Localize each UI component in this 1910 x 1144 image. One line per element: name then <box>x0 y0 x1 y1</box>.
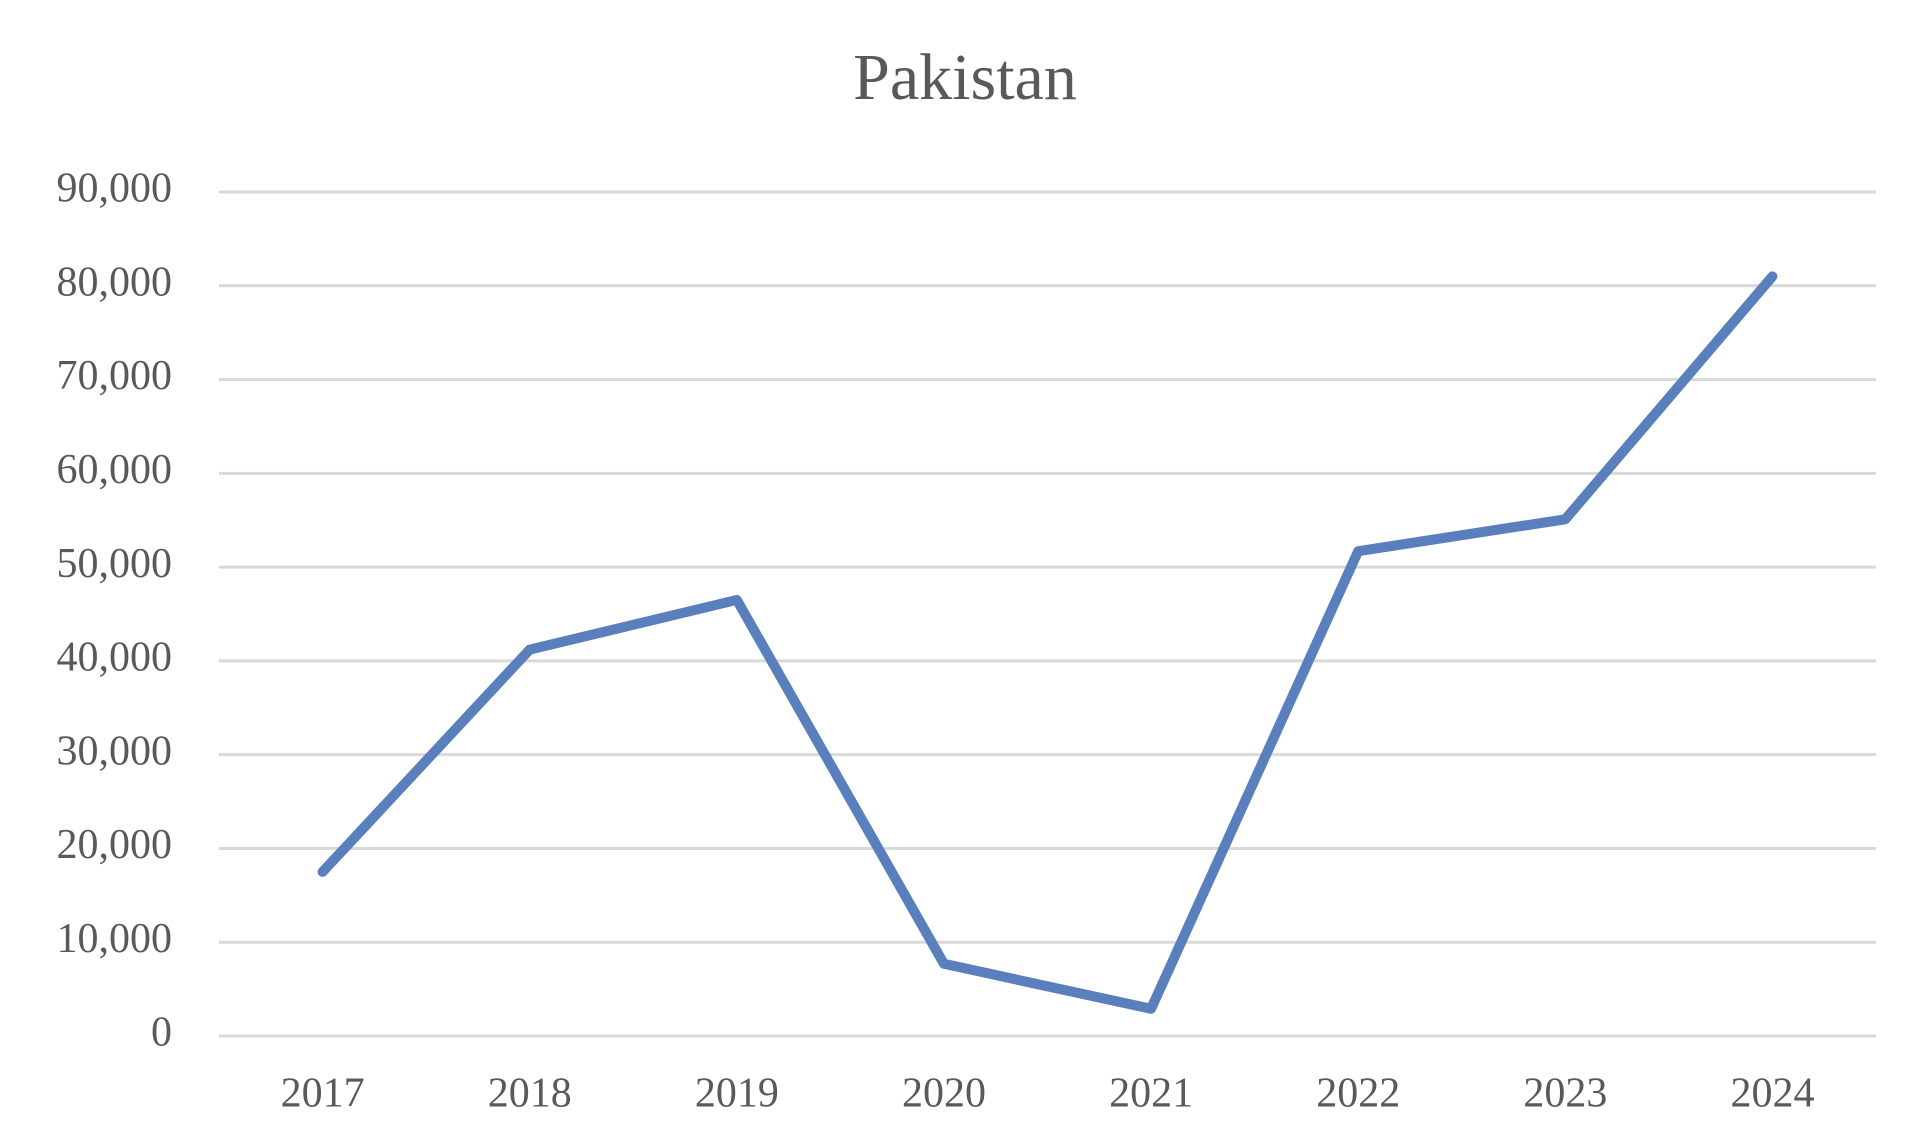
y-tick-label: 40,000 <box>57 635 173 681</box>
y-tick-label: 50,000 <box>57 541 173 587</box>
x-tick-label: 2023 <box>1523 1071 1607 1117</box>
x-tick-label: 2020 <box>902 1071 986 1117</box>
y-tick-label: 30,000 <box>57 728 173 774</box>
y-tick-label: 20,000 <box>57 822 173 868</box>
y-tick-label: 90,000 <box>57 166 173 212</box>
x-tick-label: 2017 <box>281 1071 365 1117</box>
y-tick-label: 10,000 <box>57 916 173 962</box>
x-tick-label: 2021 <box>1109 1071 1193 1117</box>
x-tick-label: 2022 <box>1316 1071 1400 1117</box>
y-tick-label: 70,000 <box>57 353 173 399</box>
x-tick-label: 2019 <box>695 1071 779 1117</box>
data-line <box>317 271 1778 1014</box>
x-tick-label: 2018 <box>488 1071 572 1117</box>
y-tick-label: 80,000 <box>57 259 173 305</box>
y-tick-label: 0 <box>151 1010 172 1056</box>
x-tick-label: 2024 <box>1730 1071 1814 1117</box>
chart-title: Pakistan <box>853 41 1077 114</box>
y-tick-label: 60,000 <box>57 447 173 493</box>
